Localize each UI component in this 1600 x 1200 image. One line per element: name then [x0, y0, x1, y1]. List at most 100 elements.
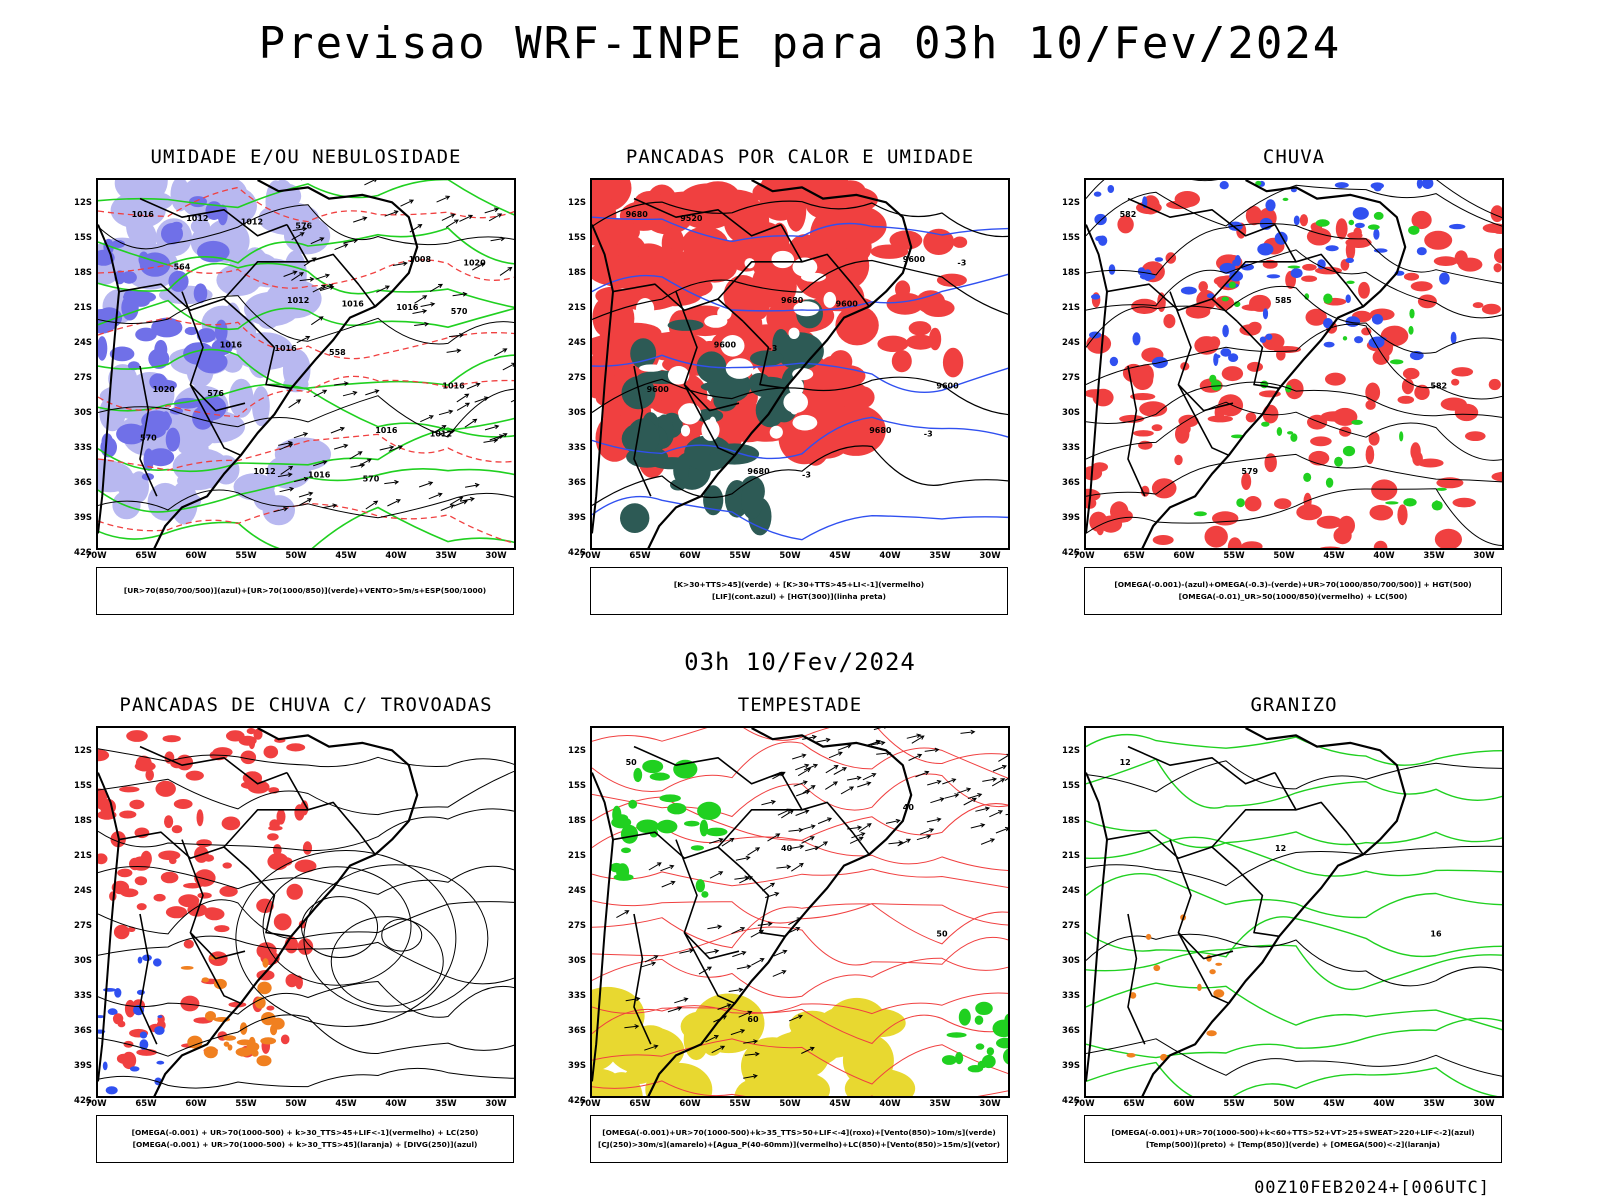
rain-blue-area-cell: [1371, 314, 1384, 325]
wind-vector: [761, 799, 777, 806]
storm-orange-area-cell: [260, 1037, 277, 1045]
wind-vector: [738, 1010, 753, 1018]
temp500-contour-line: [1086, 760, 1502, 793]
country-border: [717, 261, 802, 300]
latitude-tick-label: 39S: [568, 1061, 586, 1071]
precip-water-contour-line: [592, 1038, 1008, 1085]
offshore-red-area-cell: [889, 230, 923, 250]
wind-vector: [862, 773, 877, 781]
wind-vector: [459, 214, 474, 222]
rain-blue-area-cell: [1220, 348, 1232, 357]
storm-red-area-cell: [183, 882, 203, 889]
streamline-flow-line: [98, 899, 514, 940]
rain-green-area-cell: [1403, 498, 1417, 507]
country-border: [1177, 384, 1230, 457]
contour-label: 9680: [869, 426, 892, 435]
rain-green-area-cell: [1408, 325, 1414, 335]
longitude-tick-label: 65W: [1123, 551, 1145, 561]
country-border: [1127, 197, 1276, 237]
wind-vector: [298, 498, 312, 506]
rain-blue-area-cell: [1373, 248, 1388, 253]
streamline-line: [303, 864, 489, 1013]
latitude-tick-label: 30S: [74, 408, 92, 418]
storm-orange-area-cell: [205, 1011, 216, 1021]
rain-blue-area-cell: [1240, 263, 1254, 271]
country-border: [139, 197, 288, 237]
contour-label: 1020: [463, 259, 486, 268]
latitude-tick-label: 39S: [568, 513, 586, 523]
rain-blue-area-cell: [1354, 336, 1364, 344]
hgt500-contour-line: [1086, 285, 1502, 354]
wind-vector: [283, 270, 298, 277]
wind-vector: [773, 949, 788, 957]
precip-water-contour-line: [592, 992, 1008, 1015]
wind-vector: [743, 1074, 758, 1079]
rain-red-area-cell: [1207, 415, 1233, 423]
storm-red-area-cell: [116, 1053, 130, 1064]
contour-label: 1012: [241, 218, 263, 227]
thickness-contour-line: [98, 433, 514, 471]
wind-vector: [273, 506, 289, 513]
longitude-tick-label: 35W: [435, 1099, 457, 1109]
wind-vector: [667, 1006, 683, 1013]
convective-green-area-cell: [620, 503, 650, 533]
latitude-tick-label: 21S: [74, 851, 92, 861]
convective-red-area-cell: [829, 350, 853, 374]
humidity-core-area-cell: [170, 221, 183, 230]
panel-title-tempestade: TEMPESTADE: [737, 694, 863, 716]
latitude-tick-label: 15S: [74, 781, 92, 791]
wind-vector: [840, 786, 855, 795]
country-border: [1211, 261, 1296, 300]
rain-green-area-cell: [1193, 511, 1207, 517]
wind-vector: [616, 910, 630, 919]
humidity-low-contour-line: [98, 299, 514, 331]
rain-red-area-cell: [1185, 304, 1211, 319]
wind-vector: [428, 492, 443, 500]
rain-blue-area-cell: [1416, 180, 1423, 189]
wind-vector: [644, 955, 659, 963]
wind-vector: [751, 958, 765, 966]
wind-vector: [392, 261, 408, 266]
hgt300-contour-line: [592, 376, 1008, 416]
longitude-tick-label: 45W: [1323, 551, 1345, 561]
longitude-tick-label: 70W: [1073, 551, 1095, 561]
storm-red-area-cell: [98, 810, 117, 820]
rain-green-area-cell: [1261, 421, 1270, 427]
humidity-core-area-cell: [165, 427, 181, 452]
longitude-tick-label: 40W: [385, 1099, 407, 1109]
rain-red-area-cell: [1451, 367, 1474, 377]
rain-green-area-cell: [1334, 456, 1343, 467]
wind-vector: [920, 828, 935, 835]
coastline: [1141, 180, 1407, 548]
contour-label: -3: [768, 344, 777, 353]
rain-blue-area-cell: [1093, 191, 1102, 197]
storm-orange-area-cell: [227, 1044, 233, 1051]
convective-green-area-cell: [670, 479, 687, 491]
no-signal-area-cell: [792, 368, 814, 381]
wind-vector: [970, 823, 986, 829]
lif-contour-line: [592, 495, 1008, 541]
wind-arrows: [273, 180, 514, 513]
wind-vector: [648, 862, 662, 871]
wind-vector: [797, 767, 812, 777]
latitude-tick-label: 24S: [74, 886, 92, 896]
wind-vector: [796, 790, 811, 797]
rain-red-area-cell: [1494, 248, 1502, 264]
no-signal-area-cell: [720, 335, 745, 357]
precip-water-contour-line: [592, 728, 1008, 765]
humidity-core-area-cell: [121, 271, 137, 284]
hgt300-contour: [592, 200, 1008, 507]
rain-red-area-cell: [1319, 546, 1341, 548]
wind-vector: [717, 1003, 732, 1010]
convective-red-area-cell: [643, 247, 683, 265]
rain-green-area-cell: [1282, 197, 1289, 201]
rain-red-area-cell: [1397, 395, 1415, 404]
convective-red-area-cell: [681, 226, 729, 262]
wind850-green-area-cell: [690, 845, 704, 851]
temp850-contour-line: [1086, 820, 1502, 849]
wind-vector: [721, 837, 735, 847]
rain-red-area-cell: [1361, 327, 1372, 336]
divergence-blue-area-cell: [136, 989, 145, 995]
wind-vector: [858, 823, 872, 832]
west-coastline: [1086, 224, 1108, 534]
